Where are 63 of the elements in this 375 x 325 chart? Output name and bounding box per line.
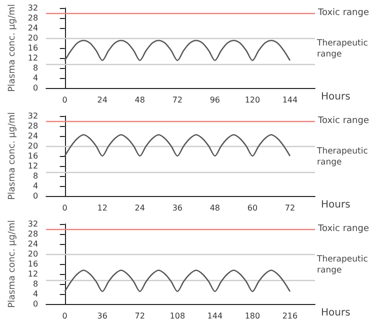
y-tick-label: 32 <box>28 4 38 12</box>
y-axis-title: Plasma conc. µg/ml <box>8 220 18 308</box>
y-tick-label: 32 <box>28 112 38 120</box>
x-tick-label: 0 <box>62 204 68 212</box>
text: Therapeutic range <box>316 146 371 168</box>
x-tick-label: 120 <box>244 96 260 104</box>
y-tick-label: 8 <box>32 64 38 72</box>
y-tick-label: 0 <box>32 192 38 200</box>
y-tick-label: 20 <box>28 142 38 150</box>
x-tick-label: 96 <box>210 96 220 104</box>
x-tick-label: 24 <box>97 96 108 104</box>
x-axis-title: Hours <box>321 200 350 210</box>
x-tick-label: 0 <box>62 96 68 104</box>
ref-line-label: Toxic range <box>317 116 370 126</box>
y-tick-label: 24 <box>28 240 38 248</box>
y-axis-title: Plasma conc. µg/ml <box>8 4 18 92</box>
x-tick-label: 180 <box>244 312 260 320</box>
x-tick-label: 36 <box>172 204 183 212</box>
line-series <box>64 40 291 62</box>
line-series <box>64 134 291 157</box>
y-tick-label: 12 <box>28 270 38 278</box>
x-tick-label: 0 <box>62 312 68 320</box>
x-tick-label: 72 <box>134 312 145 320</box>
ref-line-label: Toxic range <box>317 224 370 234</box>
x-tick-label: 144 <box>282 96 298 104</box>
y-tick-label: 32 <box>28 220 38 228</box>
ref-line-label: Toxic range <box>317 8 370 18</box>
x-tick-label: 36 <box>97 312 108 320</box>
x-tick-label: 48 <box>134 96 145 104</box>
x-tick-label: 60 <box>247 204 258 212</box>
x-tick-label: 12 <box>97 204 108 212</box>
y-tick-label: 8 <box>32 172 38 180</box>
y-tick-label: 28 <box>28 122 38 130</box>
y-tick-label: 4 <box>32 290 38 298</box>
y-tick-label: 28 <box>28 230 38 238</box>
x-tick-label: 108 <box>170 312 186 320</box>
y-tick-label: 8 <box>32 280 38 288</box>
x-tick-label: 72 <box>172 96 183 104</box>
x-tick-label: 144 <box>207 312 223 320</box>
y-axis-title: Plasma conc. µg/ml <box>8 112 18 200</box>
y-tick-label: 4 <box>32 182 38 190</box>
x-axis-title: Hours <box>321 308 350 318</box>
y-tick-label: 28 <box>28 14 38 22</box>
y-tick-label: 16 <box>28 44 38 52</box>
y-tick-label: 24 <box>28 132 38 140</box>
x-tick-label: 24 <box>134 204 145 212</box>
line-series <box>64 270 291 292</box>
y-tick-label: 12 <box>28 54 38 62</box>
y-tick-label: 16 <box>28 152 38 160</box>
y-tick-label: 16 <box>28 260 38 268</box>
y-tick-label: 12 <box>28 162 38 170</box>
y-tick-label: 20 <box>28 250 38 258</box>
y-tick-label: 24 <box>28 24 38 32</box>
x-tick-label: 48 <box>210 204 220 212</box>
y-tick-label: 0 <box>32 300 38 308</box>
x-tick-label: 216 <box>282 312 298 320</box>
x-tick-label: 72 <box>284 204 296 212</box>
text: Therapeutic range <box>316 38 371 60</box>
y-tick-label: 20 <box>28 34 38 42</box>
text: Therapeutic range <box>316 254 371 276</box>
x-axis-title: Hours <box>321 92 350 102</box>
y-tick-label: 4 <box>32 74 38 82</box>
y-tick-label: 0 <box>32 84 38 92</box>
